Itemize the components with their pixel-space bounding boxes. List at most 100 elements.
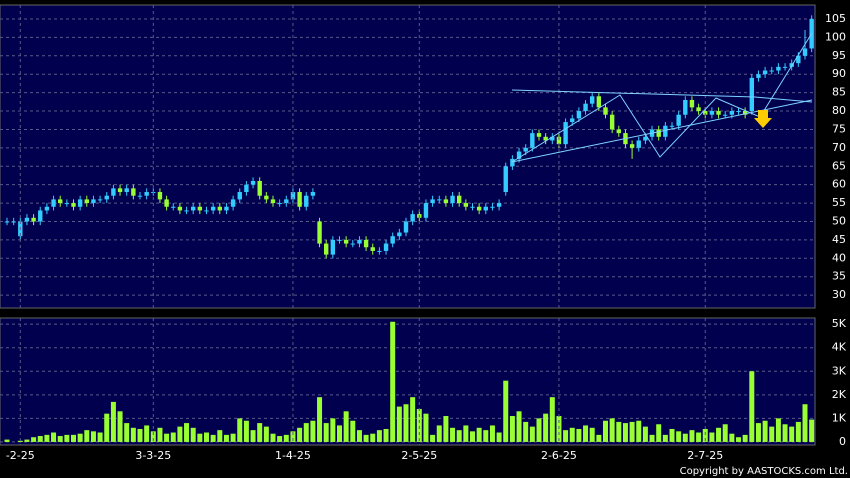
volume-bar — [217, 430, 223, 442]
volume-bar — [676, 431, 682, 442]
volume-bar — [656, 424, 662, 442]
volume-bar — [157, 427, 163, 442]
candle-body — [250, 180, 256, 185]
copyright: Copyright by AASTOCKS.com Ltd. — [680, 466, 848, 477]
volume-bar — [210, 434, 216, 442]
candle-body — [164, 199, 169, 207]
volume-bar — [350, 420, 356, 442]
volume-bar — [450, 427, 456, 442]
volume-bar — [523, 421, 529, 442]
candle-body — [131, 188, 136, 196]
candle-body — [609, 114, 615, 130]
y-tick-label: 80 — [832, 104, 846, 117]
candle-body — [736, 111, 741, 113]
candle-body — [191, 206, 196, 211]
candle-body — [24, 217, 30, 222]
candle-body — [330, 239, 336, 255]
candle-body — [450, 195, 455, 204]
candle-body — [669, 125, 675, 127]
candle-body — [390, 236, 395, 244]
x-tick-label: 2-6-25 — [541, 449, 577, 462]
x-tick-label: -2-25 — [6, 449, 35, 462]
volume-bar — [795, 421, 801, 442]
y-tick-label: 0 — [839, 435, 846, 448]
y-tick-label: 65 — [832, 159, 846, 172]
candle-body — [31, 217, 36, 222]
candle-body — [802, 48, 808, 56]
candle-body — [603, 107, 608, 115]
volume-bar — [197, 433, 203, 442]
volume-bar — [343, 411, 349, 442]
volume-bar — [243, 420, 249, 442]
candle-body — [782, 66, 788, 68]
volume-bar — [51, 432, 57, 442]
candle-body — [656, 129, 661, 137]
volume-bar — [496, 432, 502, 442]
volume-bar — [755, 423, 761, 442]
candle-body — [111, 188, 116, 196]
volume-bar — [463, 425, 469, 442]
volume-bar — [57, 436, 63, 442]
volume-bar — [124, 423, 130, 442]
y-tick-label: 55 — [832, 196, 846, 209]
candle-body — [304, 195, 309, 207]
volume-bar — [596, 434, 602, 442]
candle-body — [124, 188, 129, 193]
volume-bar — [223, 434, 229, 442]
candle-body — [749, 77, 754, 112]
candle-body — [230, 199, 236, 207]
candle-body — [297, 192, 302, 207]
candle-body — [676, 114, 681, 126]
volume-bar — [423, 413, 429, 442]
candle-body — [616, 129, 621, 134]
candle-body — [583, 103, 588, 112]
candle-body — [729, 111, 735, 115]
candle-body — [503, 166, 508, 193]
volume-bar — [230, 433, 236, 442]
candle-body — [403, 221, 409, 233]
volume-bar — [649, 434, 655, 442]
candle-body — [317, 221, 322, 244]
volume-bar — [516, 411, 522, 442]
volume-bar — [629, 421, 635, 442]
candle-body — [264, 195, 269, 200]
candle-body — [157, 192, 163, 200]
candle-body — [483, 206, 488, 211]
candle-body — [530, 133, 535, 148]
candle-body — [576, 111, 582, 119]
candle-body — [77, 199, 83, 207]
volume-bar — [403, 404, 409, 442]
candle-body — [689, 99, 695, 108]
volume-bar — [376, 430, 382, 442]
candle-body — [184, 210, 189, 212]
candle-body — [363, 239, 369, 248]
candle-body — [563, 122, 568, 145]
candle-body — [177, 206, 183, 211]
volume-bar — [283, 434, 289, 442]
volume-bar — [682, 433, 688, 442]
volume-bar — [709, 432, 715, 442]
volume-bar — [303, 423, 309, 442]
volume-bar — [250, 430, 256, 442]
candle-body — [38, 210, 43, 222]
volume-bar — [509, 416, 515, 442]
candle-body — [510, 158, 515, 167]
volume-bar — [184, 423, 190, 442]
candle-body — [723, 114, 728, 116]
candle-body — [643, 136, 648, 141]
candle-body — [556, 136, 562, 145]
volume-bar — [204, 432, 209, 442]
candle-body — [117, 188, 123, 193]
candle-body — [324, 243, 329, 255]
volume-bar — [90, 431, 96, 442]
volume-bar — [443, 416, 449, 442]
volume-bar — [483, 430, 489, 442]
candle-body — [217, 206, 222, 211]
volume-bar — [642, 426, 648, 442]
volume-bar — [237, 418, 243, 442]
y-tick-label: 50 — [832, 214, 846, 227]
candle-body — [197, 206, 203, 211]
candle-body — [97, 199, 103, 201]
candle-body — [257, 180, 262, 196]
